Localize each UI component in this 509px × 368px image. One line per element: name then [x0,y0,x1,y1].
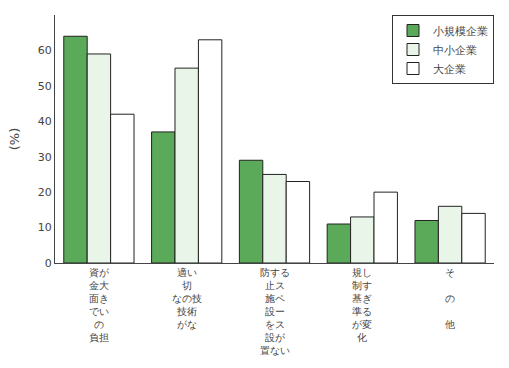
svg-text:大企業: 大企業 [433,63,466,76]
svg-text:その他: その他 [445,267,455,330]
svg-text:防する止ス施ペ設ーをス設が置ない: 防する止ス施ペ設ーをス設が置ない [260,267,290,356]
svg-text:0: 0 [45,257,52,270]
svg-text:40: 40 [38,115,52,128]
svg-text:50: 50 [38,80,52,93]
svg-text:30: 30 [38,151,52,164]
svg-text:20: 20 [38,186,52,199]
svg-text:資が金大面きでいの負担: 資が金大面きでいの負担 [89,267,110,343]
svg-text:適い切なの技技術がな: 適い切なの技技術がな [172,267,202,330]
svg-text:10: 10 [38,221,52,234]
svg-text:小規模企業: 小規模企業 [433,25,488,38]
svg-text:(%): (%) [7,128,22,151]
svg-text:中小企業: 中小企業 [433,44,477,57]
svg-text:規し制す基ぎ準るが変化: 規し制す基ぎ準るが変化 [352,267,372,343]
svg-text:60: 60 [38,44,52,57]
